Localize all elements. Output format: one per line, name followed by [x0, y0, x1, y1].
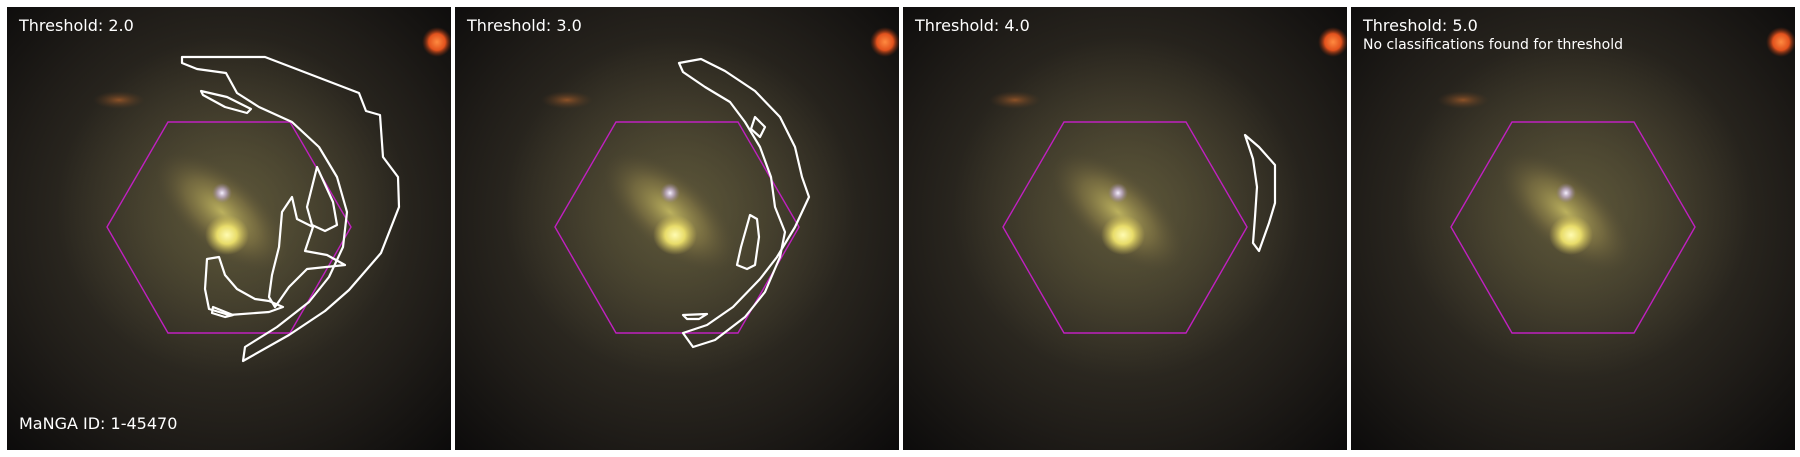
threshold-label: Threshold: 4.0: [915, 16, 1030, 35]
classification-contour: [735, 213, 761, 271]
overlay-layer: [554, 57, 811, 349]
overlay-layer: [1450, 121, 1696, 334]
manga-id-label: MaNGA ID: 1-45470: [19, 414, 178, 433]
threshold-label: Threshold: 5.0: [1363, 16, 1478, 35]
classification-contour: [677, 57, 811, 349]
ifu-hexagon: [106, 121, 352, 334]
galaxy-panel-threshold-5: Threshold: 5.0 No classifications found …: [1351, 7, 1795, 450]
galaxy-image: [455, 7, 899, 450]
overlay-layer: [1002, 121, 1277, 334]
classification-contour: [1243, 133, 1277, 253]
classification-contour: [267, 165, 347, 309]
ifu-hexagon: [554, 121, 800, 334]
overlay-layer: [106, 55, 401, 363]
classification-contour: [203, 255, 285, 317]
no-classifications-note: No classifications found for threshold: [1363, 37, 1623, 53]
classification-contour: [199, 89, 253, 115]
ifu-hexagon: [1450, 121, 1696, 334]
threshold-label: Threshold: 3.0: [467, 16, 582, 35]
classification-contour: [180, 55, 401, 363]
galaxy-panel-threshold-3: Threshold: 3.0: [455, 7, 899, 450]
galaxy-panel-threshold-4: Threshold: 4.0: [903, 7, 1347, 450]
classification-contour: [749, 115, 767, 139]
galaxy-panel-threshold-2: Threshold: 2.0 MaNGA ID: 1-45470: [7, 7, 451, 450]
threshold-label: Threshold: 2.0: [19, 16, 134, 35]
classification-contour: [210, 305, 235, 319]
classification-contour: [681, 312, 709, 321]
ifu-hexagon: [1002, 121, 1248, 334]
